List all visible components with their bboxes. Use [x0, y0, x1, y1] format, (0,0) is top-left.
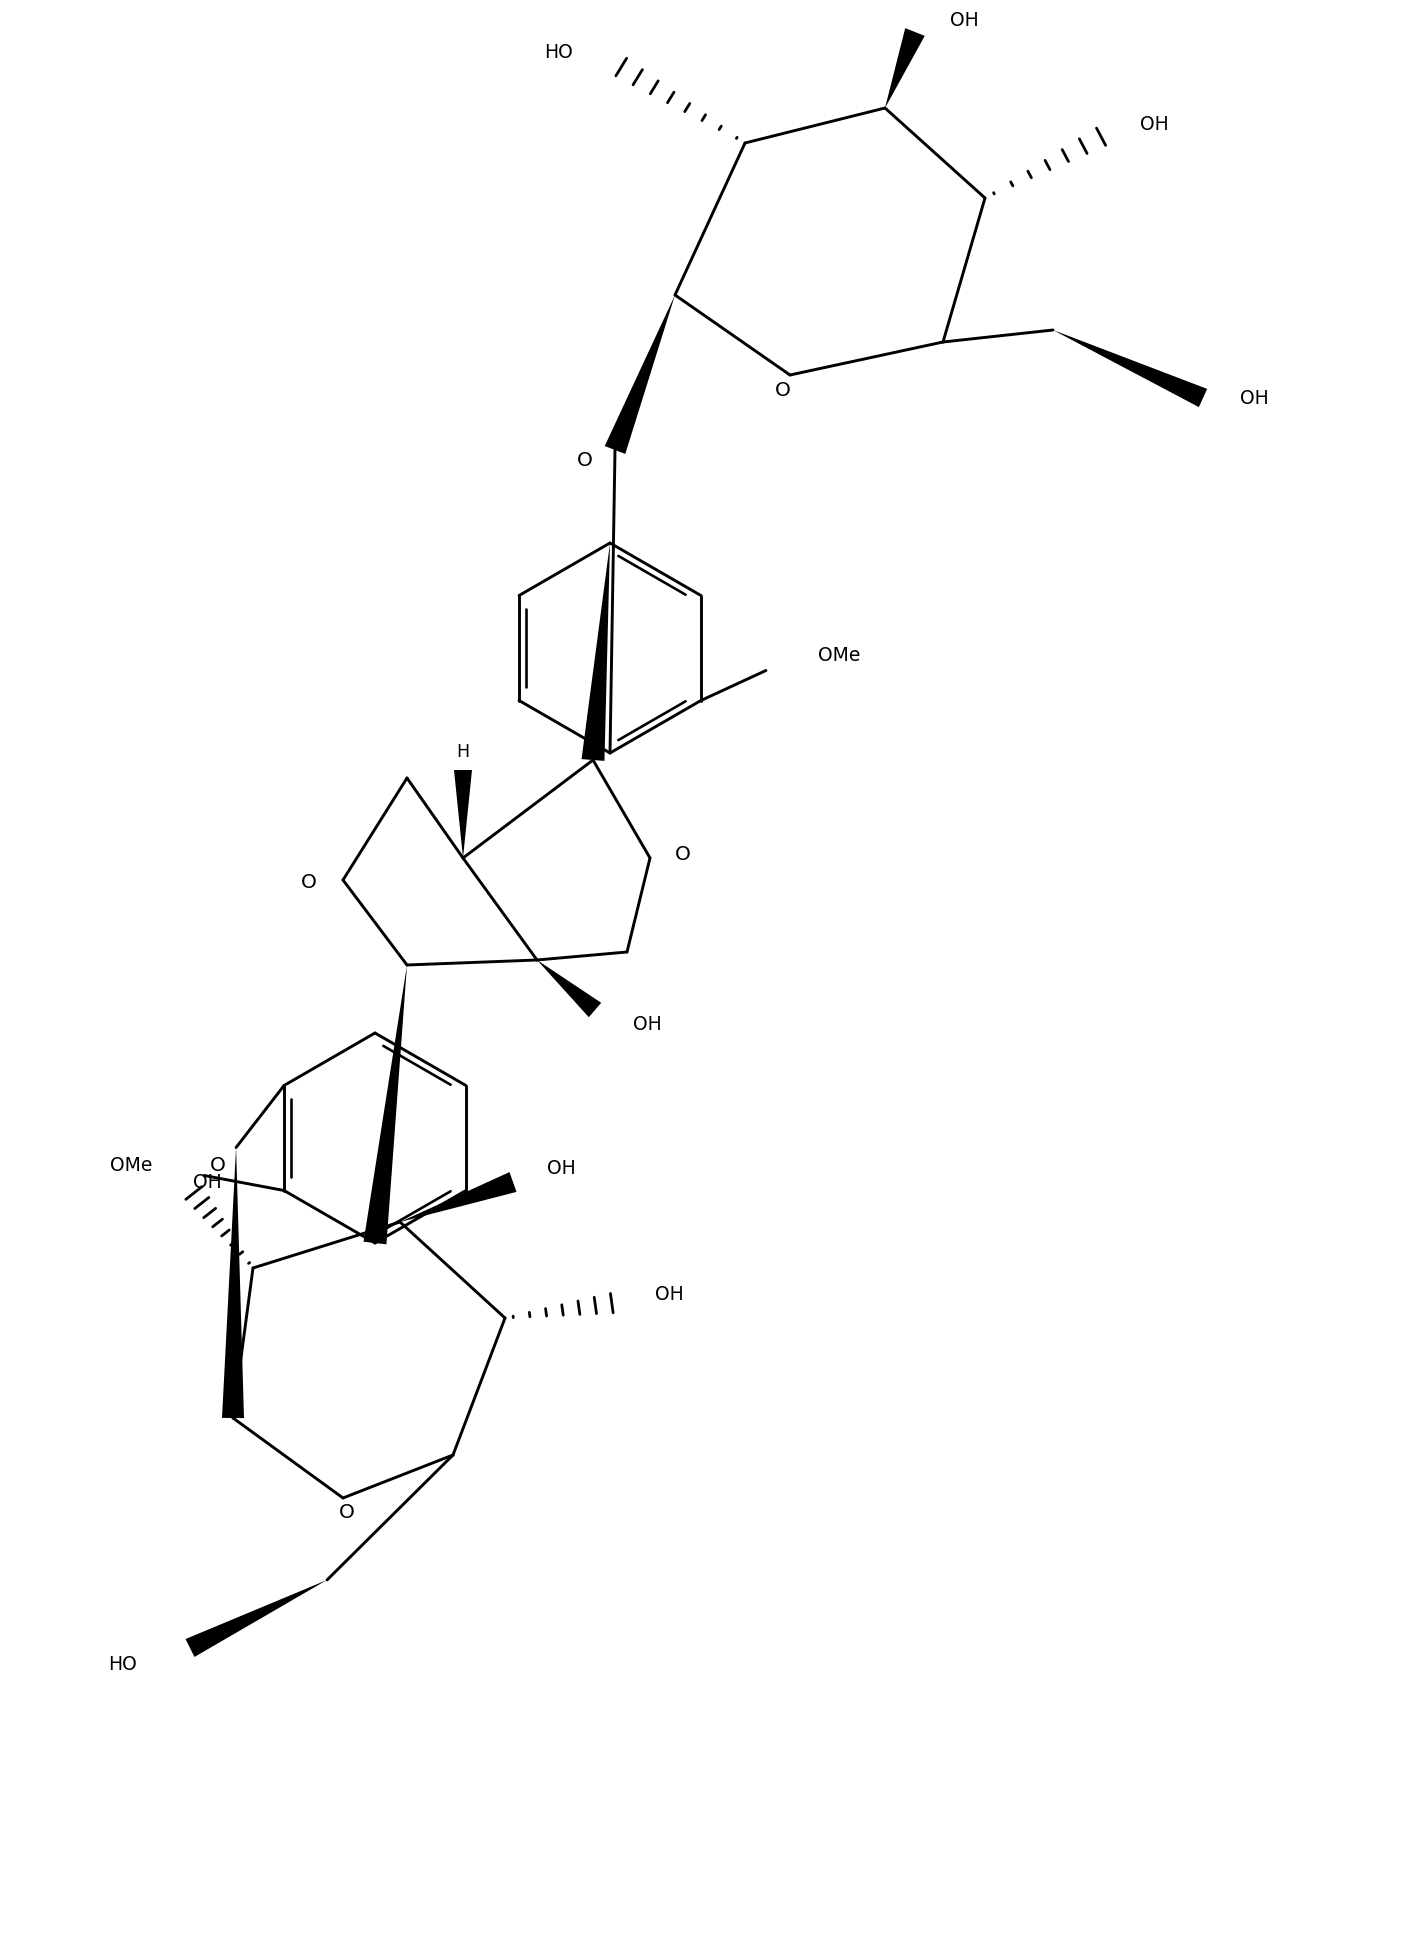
Text: O: O — [339, 1503, 354, 1523]
Polygon shape — [605, 296, 675, 453]
Text: OH: OH — [1140, 115, 1168, 134]
Text: OH: OH — [656, 1286, 684, 1305]
Polygon shape — [401, 1173, 517, 1221]
Text: HO: HO — [108, 1655, 137, 1675]
Polygon shape — [581, 543, 609, 760]
Text: H: H — [457, 743, 469, 760]
Text: OMe: OMe — [109, 1155, 153, 1175]
Polygon shape — [221, 1148, 244, 1418]
Polygon shape — [537, 961, 601, 1017]
Text: OH: OH — [1240, 389, 1269, 408]
Text: OMe: OMe — [818, 646, 860, 665]
Polygon shape — [364, 965, 408, 1245]
Text: O: O — [775, 381, 792, 399]
Text: HO: HO — [544, 43, 573, 62]
Text: OH: OH — [546, 1159, 576, 1177]
Text: O: O — [577, 451, 593, 469]
Text: O: O — [301, 873, 317, 891]
Polygon shape — [885, 27, 925, 109]
Text: OH: OH — [192, 1173, 221, 1192]
Text: OH: OH — [633, 1015, 661, 1035]
Polygon shape — [1054, 331, 1208, 407]
Polygon shape — [185, 1579, 326, 1657]
Text: O: O — [675, 846, 691, 864]
Polygon shape — [454, 770, 472, 858]
Text: OH: OH — [950, 10, 979, 29]
Text: O: O — [210, 1155, 226, 1175]
